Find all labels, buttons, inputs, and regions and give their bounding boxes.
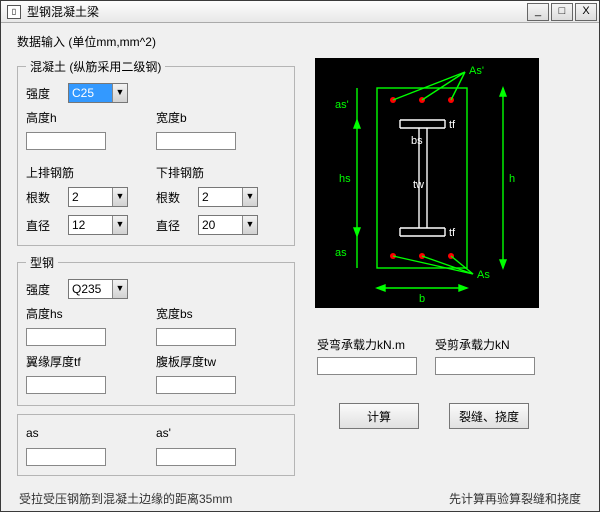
width-input[interactable] [156, 132, 236, 150]
window-title: 型钢混凝土梁 [25, 3, 527, 20]
steel-legend: 型钢 [26, 254, 58, 271]
svg-text:hs: hs [339, 173, 351, 185]
tf-input[interactable] [26, 376, 106, 394]
section-diagram: h hs as' as b bs tf tf tw [315, 58, 539, 308]
concrete-group: 混凝土 (纵筋采用二级钢) 强度 C25 ▼ 高度h 宽 [17, 58, 295, 246]
asp-input[interactable] [156, 448, 236, 466]
top-dia-select[interactable]: 12 ▼ [68, 215, 128, 235]
status-text-right: 先计算再验算裂缝和挠度 [449, 490, 581, 507]
as-input[interactable] [26, 448, 106, 466]
calculate-button[interactable]: 计算 [339, 403, 419, 429]
status-text-left: 受拉受压钢筋到混凝土边缘的距离35mm [19, 490, 232, 507]
tw-input[interactable] [156, 376, 236, 394]
chevron-down-icon[interactable]: ▼ [242, 216, 257, 234]
crack-deflection-button[interactable]: 裂缝、挠度 [449, 403, 529, 429]
svg-text:tf: tf [449, 119, 456, 131]
chevron-down-icon[interactable]: ▼ [112, 84, 127, 102]
maximize-button[interactable]: □ [551, 3, 573, 21]
chevron-down-icon[interactable]: ▼ [112, 280, 127, 298]
steel-strength-select[interactable]: Q235 ▼ [68, 279, 128, 299]
svg-text:h: h [509, 173, 515, 185]
chevron-down-icon[interactable]: ▼ [112, 188, 127, 206]
bot-count-select[interactable]: 2 ▼ [198, 187, 258, 207]
shear-label: 受剪承载力kN [435, 336, 535, 353]
svg-text:as: as [335, 247, 347, 259]
chevron-down-icon[interactable]: ▼ [112, 216, 127, 234]
close-button[interactable]: X [575, 3, 597, 21]
svg-text:tf: tf [449, 227, 456, 239]
svg-text:bs: bs [411, 135, 423, 147]
top-rebar-label: 上排钢筋 [26, 162, 156, 185]
chevron-down-icon[interactable]: ▼ [242, 188, 257, 206]
strength-label: 强度 [26, 85, 68, 102]
svg-text:As': As' [469, 65, 484, 77]
shear-output[interactable] [435, 357, 535, 375]
height-input[interactable] [26, 132, 106, 150]
top-count-select[interactable]: 2 ▼ [68, 187, 128, 207]
bending-output[interactable] [317, 357, 417, 375]
steel-group: 型钢 强度 Q235 ▼ 高度hs 宽度bs [17, 254, 295, 406]
bending-label: 受弯承载力kN.m [317, 336, 417, 353]
concrete-strength-select[interactable]: C25 ▼ [68, 83, 128, 103]
concrete-legend: 混凝土 (纵筋采用二级钢) [26, 58, 165, 75]
hs-input[interactable] [26, 328, 106, 346]
width-label: 宽度b [156, 109, 198, 126]
svg-text:b: b [419, 293, 425, 305]
cover-group: as as' [17, 414, 295, 476]
svg-text:As: As [477, 269, 490, 281]
input-header: 数据输入 (单位mm,mm^2) [17, 33, 583, 50]
bs-input[interactable] [156, 328, 236, 346]
height-label: 高度h [26, 109, 68, 126]
bot-dia-select[interactable]: 20 ▼ [198, 215, 258, 235]
minimize-button[interactable]: _ [527, 3, 549, 21]
svg-text:as': as' [335, 99, 349, 111]
app-icon: ▯ [7, 5, 21, 19]
svg-text:tw: tw [413, 179, 424, 191]
bot-rebar-label: 下排钢筋 [156, 162, 286, 185]
